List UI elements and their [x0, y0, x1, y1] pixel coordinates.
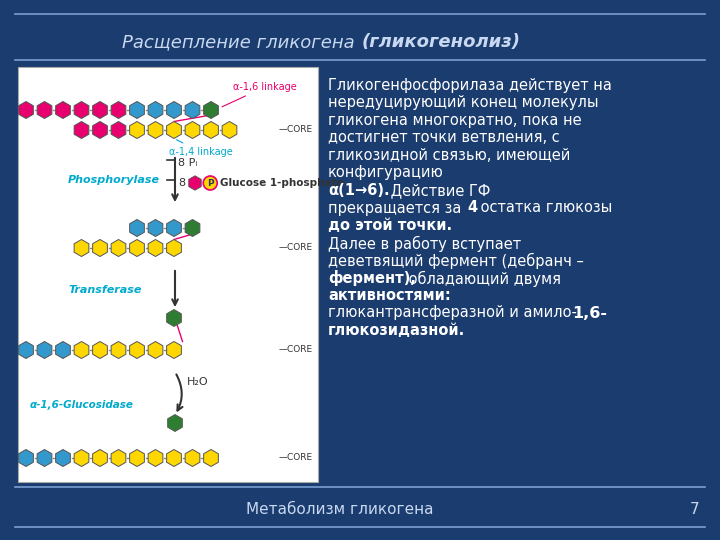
Polygon shape — [166, 219, 181, 237]
Text: —CORE: —CORE — [279, 125, 313, 134]
Polygon shape — [148, 102, 163, 118]
Text: α-1,6 linkage: α-1,6 linkage — [222, 82, 297, 107]
Text: α-1,4 linkage: α-1,4 linkage — [169, 140, 233, 157]
Polygon shape — [111, 449, 126, 467]
Polygon shape — [166, 240, 181, 256]
Polygon shape — [74, 102, 89, 118]
Text: H₂O: H₂O — [187, 377, 209, 387]
Polygon shape — [37, 102, 52, 118]
Text: обладающий двумя: обладающий двумя — [404, 271, 561, 287]
Polygon shape — [204, 449, 218, 467]
Text: Далее в работу вступает: Далее в работу вступает — [328, 235, 521, 252]
Text: Transferase: Transferase — [68, 285, 141, 295]
Polygon shape — [74, 240, 89, 256]
Polygon shape — [130, 240, 145, 256]
Text: Метаболизм гликогена: Метаболизм гликогена — [246, 503, 433, 517]
Polygon shape — [166, 309, 181, 327]
Polygon shape — [130, 122, 145, 138]
Polygon shape — [148, 341, 163, 359]
Polygon shape — [222, 122, 237, 138]
Polygon shape — [55, 102, 71, 118]
Text: глюкозидазной.: глюкозидазной. — [328, 323, 465, 338]
Polygon shape — [74, 449, 89, 467]
Text: нередуцирующий конец молекулы: нередуцирующий конец молекулы — [328, 96, 598, 111]
Text: Phosphorylase: Phosphorylase — [68, 175, 160, 185]
Polygon shape — [55, 341, 71, 359]
Text: Glucose 1-phosphate: Glucose 1-phosphate — [220, 178, 344, 188]
Text: 8 Pᵢ: 8 Pᵢ — [178, 158, 197, 168]
Polygon shape — [166, 122, 181, 138]
Text: гликогена многократно, пока не: гликогена многократно, пока не — [328, 113, 582, 128]
Text: конфигурацию: конфигурацию — [328, 165, 444, 180]
Text: активностями:: активностями: — [328, 288, 451, 303]
Polygon shape — [166, 449, 181, 467]
Polygon shape — [19, 102, 33, 118]
Text: —CORE: —CORE — [279, 244, 313, 253]
Text: Гликогенфосфорилаза действует на: Гликогенфосфорилаза действует на — [328, 78, 612, 93]
Polygon shape — [55, 449, 71, 467]
Polygon shape — [166, 102, 181, 118]
Polygon shape — [130, 449, 145, 467]
Polygon shape — [93, 240, 107, 256]
Text: до этой точки.: до этой точки. — [328, 218, 452, 233]
Polygon shape — [185, 449, 200, 467]
Polygon shape — [130, 219, 145, 237]
Text: остатка глюкозы: остатка глюкозы — [476, 200, 612, 215]
Polygon shape — [93, 449, 107, 467]
Text: глюкантрансферазной и амило-: глюкантрансферазной и амило- — [328, 306, 577, 321]
Polygon shape — [185, 122, 200, 138]
Text: 8: 8 — [178, 178, 185, 188]
Text: достигнет точки ветвления, с: достигнет точки ветвления, с — [328, 131, 559, 145]
Text: гликозидной связью, имеющей: гликозидной связью, имеющей — [328, 148, 570, 163]
Text: 4: 4 — [467, 200, 477, 215]
Polygon shape — [148, 122, 163, 138]
Text: —CORE: —CORE — [279, 346, 313, 354]
Text: (гликогенолиз): (гликогенолиз) — [362, 33, 521, 51]
Polygon shape — [189, 176, 202, 190]
Polygon shape — [130, 341, 145, 359]
Polygon shape — [37, 341, 52, 359]
Polygon shape — [185, 102, 200, 118]
Text: P: P — [207, 179, 214, 187]
Text: деветвящий фермент (дебранч –: деветвящий фермент (дебранч – — [328, 253, 584, 269]
Polygon shape — [111, 341, 126, 359]
Polygon shape — [204, 102, 218, 118]
Polygon shape — [111, 240, 126, 256]
Polygon shape — [74, 122, 89, 138]
Polygon shape — [130, 102, 145, 118]
Polygon shape — [93, 102, 107, 118]
Text: α(1→6).: α(1→6). — [328, 183, 390, 198]
Text: —CORE: —CORE — [279, 454, 313, 462]
Text: прекращается за: прекращается за — [328, 200, 466, 215]
Polygon shape — [148, 240, 163, 256]
Text: фермент),: фермент), — [328, 271, 416, 287]
Polygon shape — [111, 122, 126, 138]
Polygon shape — [185, 219, 200, 237]
Text: α-1,6-Glucosidase: α-1,6-Glucosidase — [30, 400, 134, 410]
Polygon shape — [19, 449, 33, 467]
Text: 7: 7 — [690, 503, 700, 517]
Polygon shape — [148, 449, 163, 467]
FancyBboxPatch shape — [18, 67, 318, 482]
Polygon shape — [93, 341, 107, 359]
Polygon shape — [166, 341, 181, 359]
Polygon shape — [148, 219, 163, 237]
Polygon shape — [168, 415, 182, 431]
Text: Расщепление гликогена: Расщепление гликогена — [122, 33, 360, 51]
Polygon shape — [74, 341, 89, 359]
Polygon shape — [111, 102, 126, 118]
Polygon shape — [19, 341, 33, 359]
Polygon shape — [93, 122, 107, 138]
Circle shape — [203, 176, 217, 190]
Text: Действие ГФ: Действие ГФ — [386, 183, 490, 198]
Polygon shape — [37, 449, 52, 467]
Polygon shape — [204, 122, 218, 138]
Text: 1,6-: 1,6- — [572, 306, 607, 321]
